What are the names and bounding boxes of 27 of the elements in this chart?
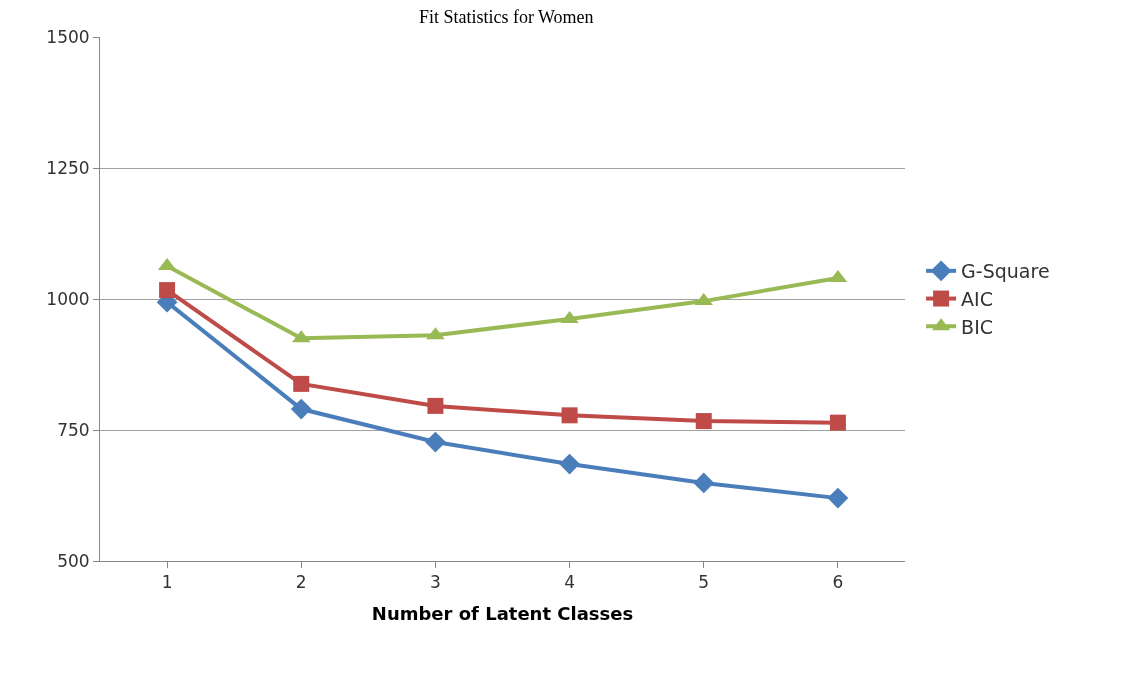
point xyxy=(561,407,578,424)
point xyxy=(425,431,446,453)
y-tick-label: 750 xyxy=(57,419,90,440)
x-tick-label: 5 xyxy=(698,572,710,593)
point xyxy=(290,398,312,420)
x-tick-label: 4 xyxy=(564,572,575,593)
x-tick-label: 6 xyxy=(832,572,844,593)
x-axis-title: Number of Latent Classes xyxy=(371,602,634,624)
y-tick-label: 1250 xyxy=(46,157,90,178)
legend-label: AIC xyxy=(961,287,993,310)
y-tick-label: 1500 xyxy=(46,26,90,47)
point xyxy=(427,397,444,414)
chart-title: Fit Statistics for Women xyxy=(418,6,594,27)
point xyxy=(559,453,580,475)
point xyxy=(827,487,849,509)
point xyxy=(695,413,712,430)
point xyxy=(293,375,310,392)
point xyxy=(693,472,715,494)
x-tick-label: 2 xyxy=(295,572,307,593)
y-tick-label: 1000 xyxy=(46,288,90,309)
y-tick-label: 500 xyxy=(57,550,90,571)
legend-label: BIC xyxy=(961,315,994,338)
legend-label: G-Square xyxy=(961,260,1050,283)
point xyxy=(829,414,846,431)
point xyxy=(159,282,176,299)
x-tick-label: 3 xyxy=(430,572,441,593)
x-tick-label: 1 xyxy=(161,572,173,593)
